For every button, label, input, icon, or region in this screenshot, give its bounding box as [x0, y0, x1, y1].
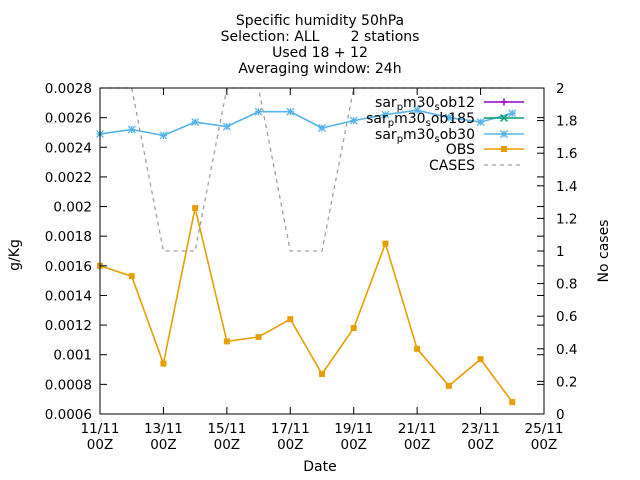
legend-label-s12: sarpm30sob12 — [375, 95, 475, 113]
data-point-obs — [382, 240, 389, 247]
data-point-obs — [160, 360, 167, 367]
y2-tick-label: 2 — [556, 81, 565, 97]
x-tick-sublabel: 00Z — [531, 437, 557, 453]
data-point-s30 — [413, 106, 422, 115]
y2-tick-label: 1 — [556, 244, 565, 260]
x-tick-sublabel: 00Z — [214, 437, 240, 453]
y2-axis-label: No cases — [596, 220, 612, 283]
data-point-s30 — [159, 131, 168, 140]
y2-tick-label: 1.4 — [556, 179, 577, 195]
y-tick-label: 0.0028 — [45, 81, 92, 97]
y-tick-label: 0.0006 — [45, 407, 92, 423]
title-line-2: Selection: ALL 2 stations — [221, 29, 420, 45]
y-tick-label: 0.0016 — [45, 259, 92, 275]
data-point-obs — [319, 370, 325, 377]
data-point-obs — [192, 205, 199, 212]
x-tick-sublabel: 00Z — [467, 437, 493, 453]
data-point-s30 — [476, 118, 485, 127]
data-point-obs — [128, 273, 135, 280]
x-tick-label: 25/11 — [525, 421, 564, 437]
y2-tick-label: 0 — [556, 407, 565, 423]
x-tick-label: 17/11 — [271, 421, 310, 437]
data-point-obs — [445, 382, 452, 389]
x-tick-sublabel: 00Z — [404, 437, 430, 453]
chart-title: Specific humidity 50hPa Selection: ALL 2… — [221, 13, 420, 77]
x-tick-label: 23/11 — [461, 421, 500, 437]
data-point-obs — [477, 356, 484, 363]
y-tick-label: 0.0012 — [45, 318, 92, 334]
legend: sarpm30sob12sarpm30sob185sarpm30sob30OBS… — [366, 95, 524, 174]
y-tick-label: 0.0014 — [45, 288, 92, 304]
legend-label-s30: sarpm30sob30 — [375, 127, 475, 145]
data-point-obs — [414, 345, 421, 352]
title-line-1: Specific humidity 50hPa — [236, 13, 404, 29]
title-line-4: Averaging window: 24h — [238, 61, 401, 77]
x-tick-label: 11/11 — [81, 421, 120, 437]
data-point-s30 — [318, 124, 326, 132]
legend-marker-s30 — [500, 130, 508, 138]
x-tick-sublabel: 00Z — [87, 437, 113, 453]
series-line-obs — [99, 207, 513, 403]
y2-tick-label: 0.8 — [556, 277, 577, 293]
legend-marker-obs — [501, 146, 507, 152]
axes: 0.0006 0.0008 0.001 0.0012 0.0014 0.0016 0.001… — [45, 81, 578, 453]
legend-label-cases: CASES — [429, 158, 475, 174]
y-tick-label: 0.0008 — [45, 377, 92, 393]
x-tick-sublabel: 00Z — [340, 437, 366, 453]
legend-marker-s185 — [499, 113, 509, 123]
legend-marker-s12 — [500, 98, 508, 106]
data-point-s30 — [286, 107, 295, 116]
x-tick-label: 21/11 — [398, 421, 437, 437]
data-point-s30 — [349, 116, 358, 125]
x-axis-label: Date — [303, 459, 336, 475]
y-tick-label: 0.0024 — [45, 140, 92, 156]
y2-tick-label: 1.6 — [556, 146, 577, 162]
y2-tick-label: 1.8 — [556, 114, 577, 130]
x-tick-sublabel: 00Z — [150, 437, 176, 453]
data-point-obs — [223, 338, 230, 345]
data-point-s30 — [222, 122, 231, 131]
y2-tick-label: 0.2 — [556, 374, 577, 390]
data-point-s30 — [508, 109, 517, 118]
x-tick-label: 15/11 — [207, 421, 246, 437]
title-line-3: Used 18 + 12 — [272, 45, 368, 61]
x-tick-label: 13/11 — [144, 421, 183, 437]
y-tick-label: 0.001 — [53, 348, 92, 364]
y-tick-label: 0.0026 — [45, 111, 92, 127]
y-tick-label: 0.0022 — [45, 170, 92, 186]
y2-tick-label: 0.6 — [556, 309, 577, 325]
data-point-s30 — [444, 113, 453, 122]
data-point-s30 — [191, 118, 200, 127]
y-tick-label: 0.0018 — [45, 229, 92, 245]
legend-label-s185: sarpm30sob185 — [366, 111, 475, 129]
legend-label-obs: OBS — [446, 142, 475, 158]
data-point-obs — [350, 325, 357, 332]
x-tick-label: 19/11 — [334, 421, 373, 437]
x-tick-sublabel: 00Z — [277, 437, 303, 453]
data-point-s30 — [127, 125, 136, 134]
y-axis-label: g/Kg — [7, 239, 23, 271]
y2-tick-label: 1.2 — [556, 211, 577, 227]
y2-tick-label: 0.4 — [556, 342, 577, 358]
series-line-s30 — [99, 109, 513, 137]
data-point-s30 — [381, 110, 390, 119]
data-point-obs — [509, 399, 516, 406]
y-tick-label: 0.002 — [53, 200, 92, 216]
data-point-obs — [255, 333, 262, 340]
data-point-s30 — [254, 107, 263, 116]
data-point-obs — [287, 316, 294, 323]
